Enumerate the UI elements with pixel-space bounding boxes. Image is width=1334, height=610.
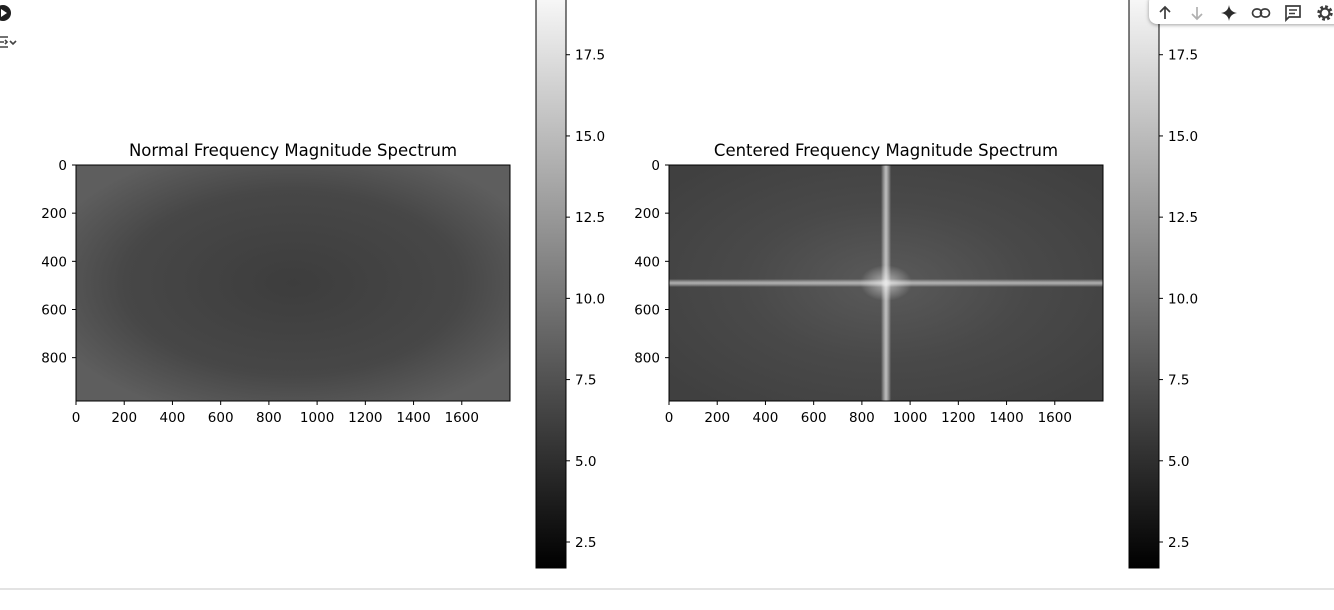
colorbar-tick-label: 17.5 [1168, 48, 1198, 64]
output-toggle-icon [0, 36, 17, 48]
y-tick-label: 0 [58, 158, 67, 174]
x-tick-label: 400 [160, 410, 186, 426]
figure-canvas: Normal Frequency Magnitude Spectrum 0 200 4… [41, 0, 1198, 569]
x-tick-label: 400 [753, 410, 779, 426]
y-tick-label: 400 [634, 254, 660, 270]
spectrum-image [76, 165, 510, 401]
arrow-up-icon [1159, 5, 1171, 19]
cell-toolbar [1149, 0, 1334, 24]
sparkle-icon [1221, 5, 1237, 21]
x-tick-label: 200 [111, 410, 137, 426]
x-tick-label: 600 [801, 410, 827, 426]
plot-frame [75, 164, 511, 402]
y-tick-label: 200 [634, 206, 660, 222]
play-circle-icon [0, 5, 11, 21]
colorbar: 2.5 5.0 7.5 10.0 12.5 15.0 17.5 [1128, 0, 1198, 569]
colorbar-tick-label: 10.0 [575, 291, 605, 307]
comment-icon [1285, 5, 1301, 22]
colorbar-gradient [1128, 0, 1160, 569]
y-tick-label: 0 [651, 158, 660, 174]
cell-bottom-divider [0, 588, 1334, 590]
y-tick-label: 200 [41, 206, 67, 222]
colorbar: 2.5 5.0 7.5 10.0 12.5 15.0 17.5 [535, 0, 605, 569]
plot-title: Centered Frequency Magnitude Spectrum [714, 141, 1058, 160]
y-tick-label: 600 [634, 302, 660, 318]
x-tick-label: 1400 [396, 410, 430, 426]
spectrum-plot-1: Normal Frequency Magnitude Spectrum 0 200 4… [41, 0, 605, 569]
run-cell-button[interactable] [0, 3, 14, 23]
colorbar-tick-label: 5.0 [1168, 454, 1189, 470]
colorbar-tick-label: 15.0 [575, 129, 605, 145]
ai-assist-button[interactable] [1215, 0, 1243, 28]
colorbar-tick-label: 15.0 [1168, 129, 1198, 145]
move-down-button[interactable] [1183, 0, 1211, 28]
colorbar-tick-label: 2.5 [575, 535, 596, 551]
x-tick-label: 1000 [893, 410, 927, 426]
spectrum-plot-2: Centered Frequency Magnitude Spectrum 0 20… [634, 0, 1198, 569]
move-up-button[interactable] [1151, 0, 1179, 28]
colorbar-tick-label: 10.0 [1168, 291, 1198, 307]
x-tick-label: 200 [704, 410, 730, 426]
y-tick-label: 800 [41, 351, 67, 367]
x-tick-label: 0 [72, 410, 81, 426]
arrow-down-icon [1191, 7, 1203, 21]
link-icon [1251, 8, 1271, 18]
add-comment-button[interactable] [1279, 0, 1307, 28]
colorbar-tick-label: 7.5 [1168, 373, 1189, 389]
y-tick-label: 600 [41, 302, 67, 318]
x-tick-label: 1600 [445, 410, 479, 426]
colorbar-tick-label: 7.5 [575, 373, 596, 389]
x-tick-label: 1000 [300, 410, 334, 426]
x-tick-label: 800 [849, 410, 875, 426]
colorbar-gradient [535, 0, 567, 569]
output-options-button[interactable] [0, 32, 18, 52]
x-tick-label: 1200 [941, 410, 975, 426]
x-tick-label: 600 [208, 410, 234, 426]
y-tick-label: 400 [41, 254, 67, 270]
x-tick-label: 1600 [1038, 410, 1072, 426]
x-tick-label: 1400 [989, 410, 1023, 426]
x-tick-label: 0 [665, 410, 674, 426]
x-tick-label: 1200 [348, 410, 382, 426]
plot-title: Normal Frequency Magnitude Spectrum [129, 141, 457, 160]
colorbar-tick-label: 17.5 [575, 48, 605, 64]
x-tick-label: 800 [256, 410, 282, 426]
colorbar-tick-label: 12.5 [575, 210, 605, 226]
plot-frame [668, 164, 1104, 402]
gear-icon [1317, 5, 1333, 21]
cell-settings-button[interactable] [1311, 0, 1334, 28]
colorbar-tick-label: 12.5 [1168, 210, 1198, 226]
y-tick-label: 800 [634, 351, 660, 367]
colorbar-tick-label: 5.0 [575, 454, 596, 470]
colorbar-tick-label: 2.5 [1168, 535, 1189, 551]
copy-link-button[interactable] [1247, 0, 1275, 28]
dc-component-glow [860, 265, 912, 301]
figure-output: Normal Frequency Magnitude Spectrum 0 200 4… [41, 0, 1198, 569]
